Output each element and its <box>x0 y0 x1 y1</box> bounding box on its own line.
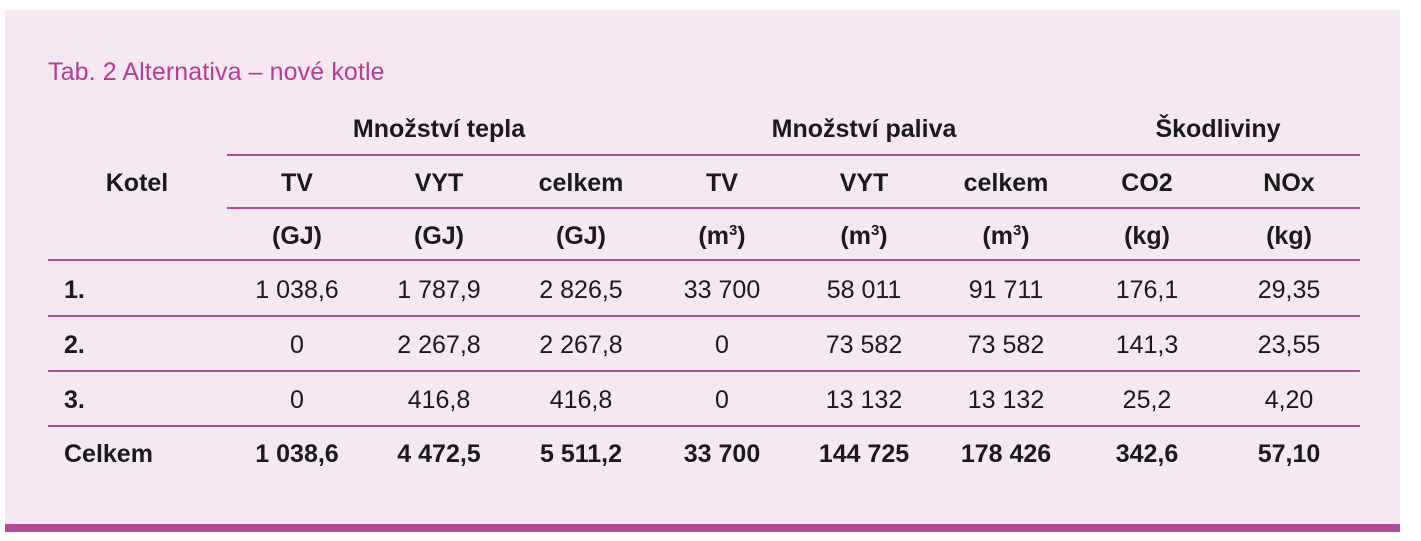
table-cell: 416,8 <box>549 386 613 414</box>
table-cell: 29,35 <box>1257 276 1321 304</box>
unit-label: (kg) <box>1266 222 1312 250</box>
header-rule-top <box>227 154 1360 156</box>
table-cell: 23,55 <box>1257 331 1321 359</box>
unit-label: (GJ) <box>272 222 322 250</box>
table-cell: 25,2 <box>1122 386 1172 414</box>
table-cell: 176,1 <box>1115 276 1179 304</box>
unit-label: (m3) <box>982 222 1029 251</box>
unit-close: ) <box>1021 222 1030 250</box>
total-cell: 5 511,2 <box>539 440 623 468</box>
total-cell: 178 426 <box>960 440 1052 468</box>
unit-close: ) <box>737 222 746 250</box>
table-cell: 73 582 <box>825 331 903 359</box>
unit-close: ) <box>879 222 888 250</box>
column-header: CO2 <box>1121 169 1173 197</box>
row-rule-2 <box>48 315 1360 317</box>
header-rule-mid <box>227 207 1360 209</box>
row-header-label: Kotel <box>105 169 169 197</box>
table-cell: 0 <box>715 331 729 359</box>
total-cell: 33 700 <box>683 440 761 468</box>
table-cell: 416,8 <box>407 386 471 414</box>
unit-superscript: 3 <box>728 222 738 239</box>
column-header: celkem <box>963 169 1049 197</box>
unit-label: (m3) <box>840 222 887 251</box>
unit-superscript: 3 <box>870 222 880 239</box>
unit-base: (m <box>840 222 871 250</box>
row-label: 1. <box>64 276 85 304</box>
column-header: VYT <box>839 169 889 197</box>
table-cell: 2 826,5 <box>539 276 623 304</box>
group-header-pollutants: Škodliviny <box>1155 115 1281 143</box>
column-header: VYT <box>414 169 464 197</box>
table-cell: 2 267,8 <box>539 331 623 359</box>
row-label: 3. <box>64 386 85 414</box>
row-rule-1 <box>48 259 1360 261</box>
column-header: NOx <box>1263 169 1315 197</box>
table-cell: 2 267,8 <box>397 331 481 359</box>
table-cell: 4,20 <box>1264 386 1314 414</box>
column-header: celkem <box>538 169 624 197</box>
table-cell: 0 <box>290 386 304 414</box>
table-panel <box>5 10 1400 524</box>
table-caption: Tab. 2 Alternativa – nové kotle <box>48 58 385 86</box>
table-cell: 13 132 <box>967 386 1045 414</box>
table-cell: 33 700 <box>683 276 761 304</box>
total-cell: 4 472,5 <box>397 440 481 468</box>
bottom-accent-bar <box>5 524 1400 532</box>
table-cell: 0 <box>290 331 304 359</box>
group-header-heat: Množství tepla <box>352 115 526 143</box>
unit-label: (m3) <box>698 222 745 251</box>
total-cell: 144 725 <box>818 440 910 468</box>
table-cell: 1 038,6 <box>255 276 339 304</box>
total-cell: 1 038,6 <box>255 440 339 468</box>
total-row-label: Celkem <box>64 440 153 468</box>
table-cell: 0 <box>715 386 729 414</box>
table-cell: 58 011 <box>826 276 902 304</box>
unit-label: (GJ) <box>414 222 464 250</box>
unit-label: (kg) <box>1124 222 1170 250</box>
table-cell: 73 582 <box>967 331 1045 359</box>
column-header: TV <box>706 169 738 197</box>
unit-label: (GJ) <box>556 222 606 250</box>
row-label: 2. <box>64 331 85 359</box>
total-cell: 57,10 <box>1257 440 1321 468</box>
row-rule-3 <box>48 370 1360 372</box>
table-cell: 141,3 <box>1115 331 1179 359</box>
unit-base: (m <box>982 222 1013 250</box>
table-cell: 1 787,9 <box>397 276 481 304</box>
table-cell: 13 132 <box>825 386 903 414</box>
total-cell: 342,6 <box>1115 440 1179 468</box>
unit-base: (m <box>698 222 729 250</box>
table-cell: 91 711 <box>968 276 1044 304</box>
unit-superscript: 3 <box>1012 222 1022 239</box>
row-rule-4 <box>48 425 1360 427</box>
group-header-fuel: Množství paliva <box>771 115 957 143</box>
column-header: TV <box>281 169 313 197</box>
